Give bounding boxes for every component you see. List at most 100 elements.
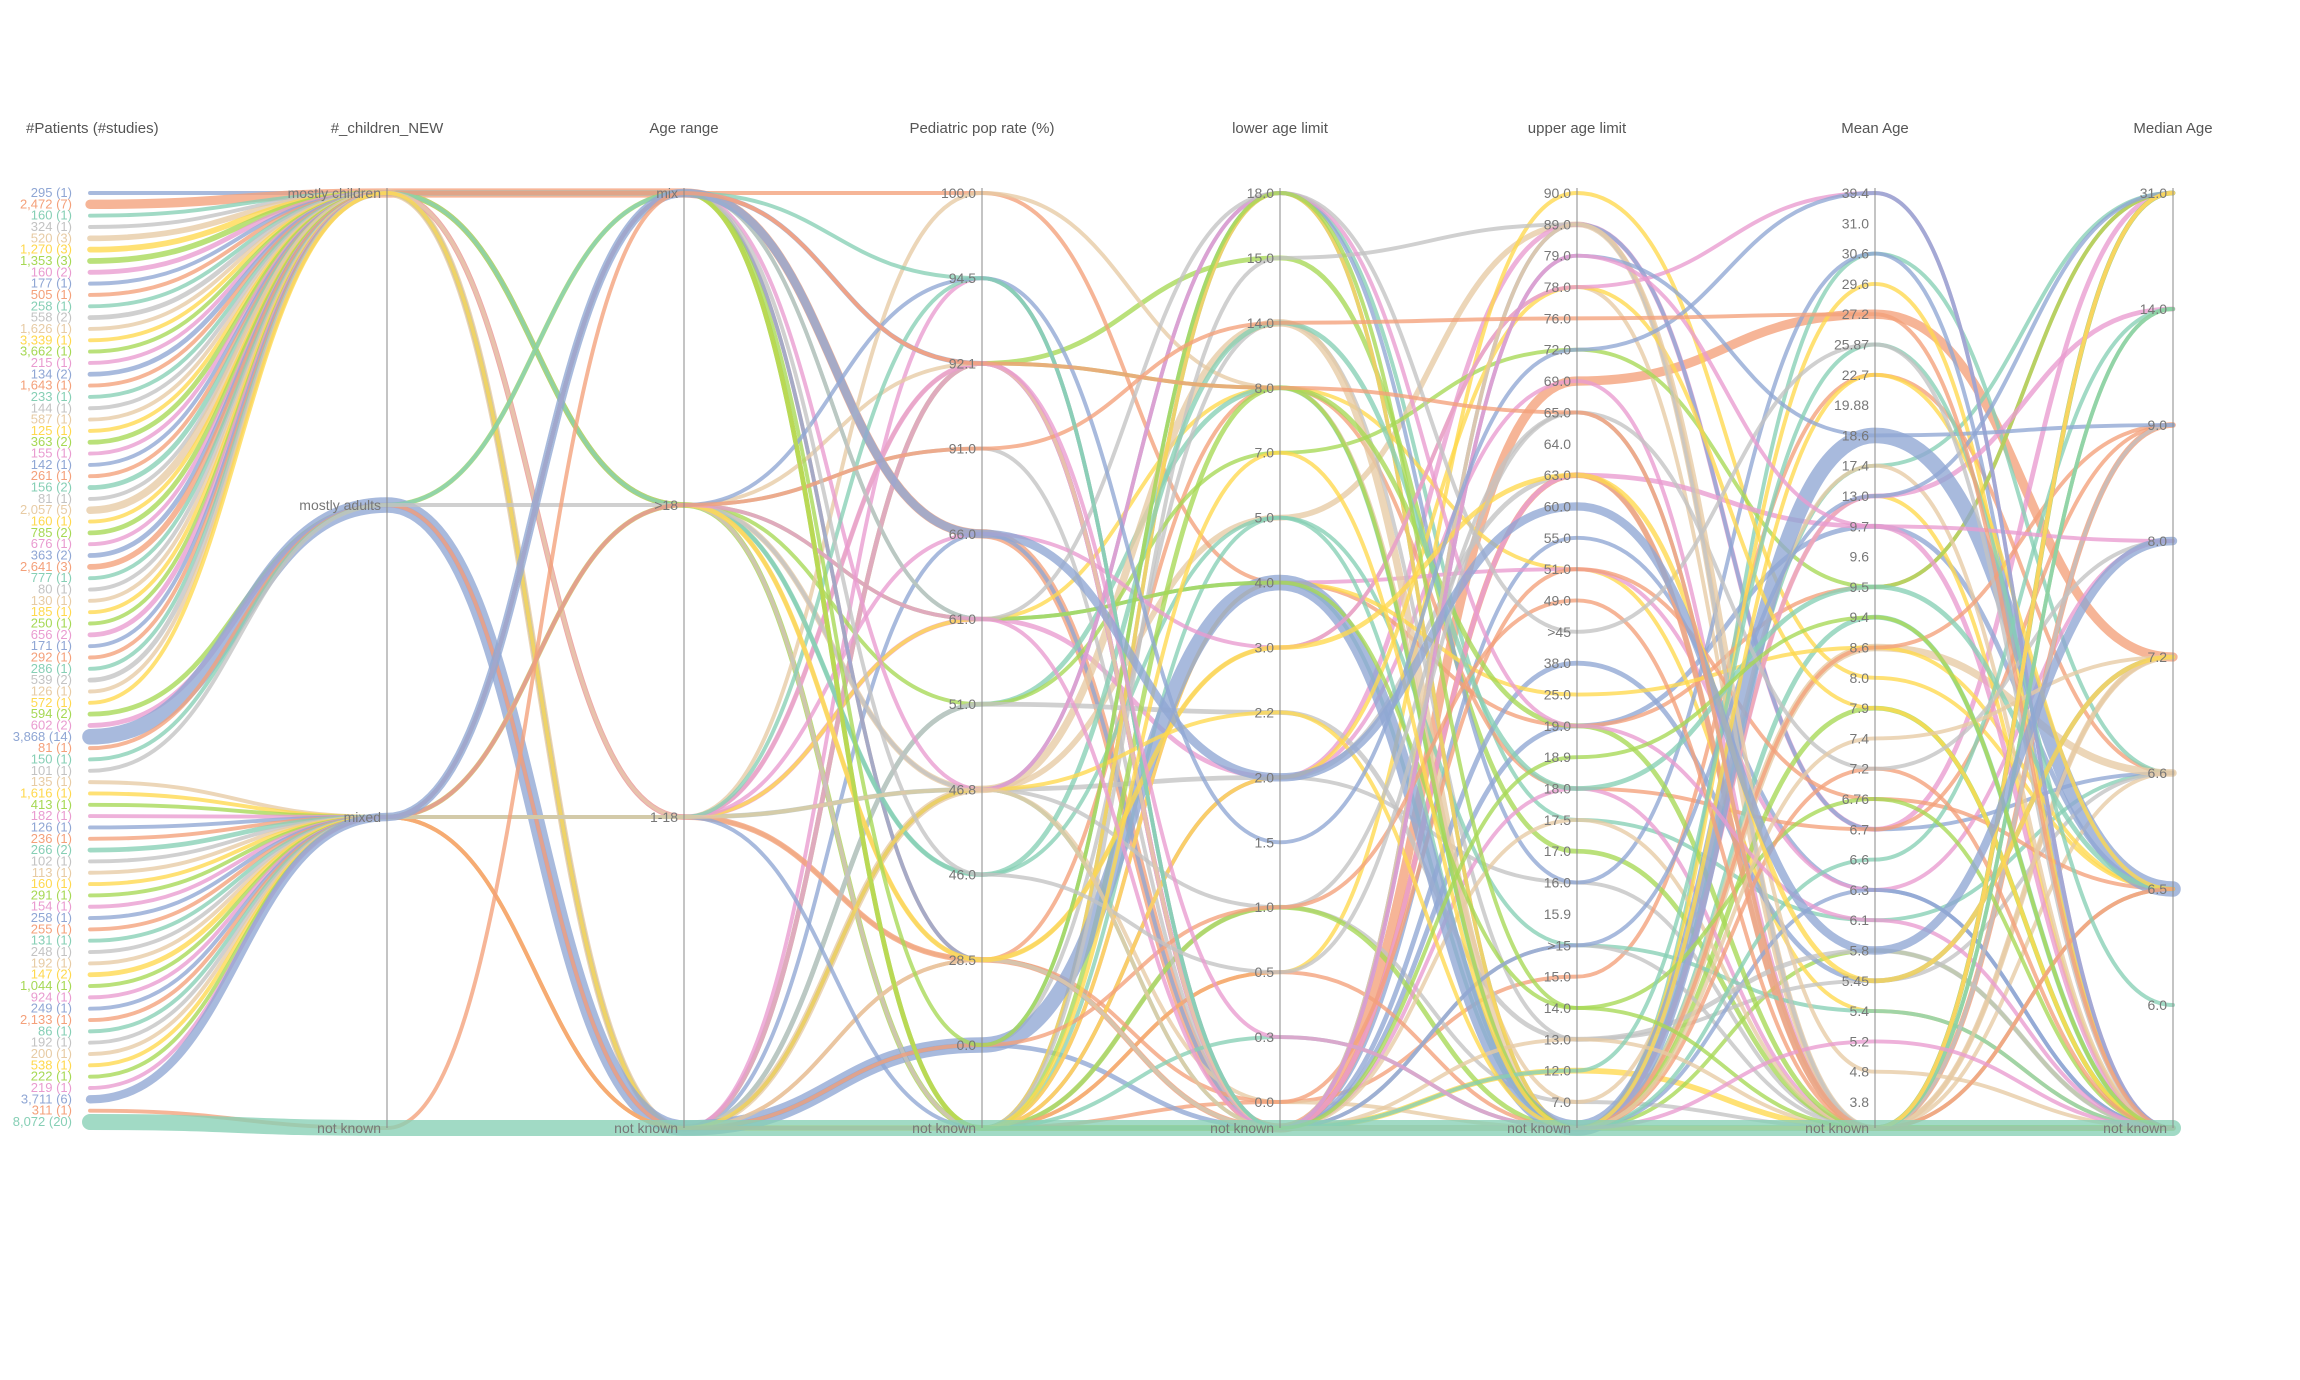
- tick-label-6-not-known-31: not known: [1805, 1120, 1869, 1136]
- tick-label-0-144-1-19: 144 (1): [31, 400, 72, 415]
- tick-label-4-14-0-2: 14.0: [1247, 315, 1274, 331]
- tick-label-0-1-270-3-5: 1,270 (3): [20, 242, 72, 257]
- tick-label-3-66-0-4: 66.0: [949, 526, 976, 542]
- tick-label-0-250-1-38: 250 (1): [31, 616, 72, 631]
- tick-label-5-17-0-21: 17.0: [1544, 843, 1571, 859]
- tick-label-0-192-1-68: 192 (1): [31, 955, 72, 970]
- tick-label-0-248-1-67: 248 (1): [31, 944, 72, 959]
- tick-label-0-142-1-24: 142 (1): [31, 457, 72, 472]
- tick-label-4-2-0-9: 2.0: [1255, 769, 1275, 785]
- tick-label-0-125-1-21: 125 (1): [31, 423, 72, 438]
- tick-label-5-90-0-0: 90.0: [1544, 185, 1571, 201]
- tick-label-5-72-0-5: 72.0: [1544, 342, 1571, 358]
- tick-label-6-5-45-26: 5.45: [1842, 973, 1869, 989]
- tick-label-0-363-2-22: 363 (2): [31, 434, 72, 449]
- tick-label-0-150-1-50: 150 (1): [31, 751, 72, 766]
- tick-label-0-233-1-18: 233 (1): [31, 389, 72, 404]
- tick-label-0-185-1-37: 185 (1): [31, 604, 72, 619]
- tick-label-5-60-0-10: 60.0: [1544, 498, 1571, 514]
- tick-label-0-413-1-54: 413 (1): [31, 797, 72, 812]
- tick-label-0-258-1-10: 258 (1): [31, 298, 72, 313]
- tick-label-7-8-0-3: 8.0: [2148, 533, 2168, 549]
- ribbon-81: [88, 191, 2175, 1130]
- tick-label-6-5-8-25: 5.8: [1850, 943, 1870, 959]
- tick-label-0-215-1-15: 215 (1): [31, 355, 72, 370]
- ribbon-layer: [82, 188, 2181, 1137]
- tick-label-0-3-868-14-48: 3,868 (14): [13, 729, 72, 744]
- tick-label-5-65-0-7: 65.0: [1544, 404, 1571, 420]
- tick-label-0-602-2-47: 602 (2): [31, 717, 72, 732]
- axis-title-lower-age-limit: lower age limit: [1232, 120, 1329, 137]
- tick-label-0-101-1-51: 101 (1): [31, 763, 72, 778]
- tick-label-0-154-1-63: 154 (1): [31, 899, 72, 914]
- tick-label-0-1-353-3-6: 1,353 (3): [20, 253, 72, 268]
- tick-label-5-49-0-13: 49.0: [1544, 592, 1571, 608]
- tick-label-5-15-9-23: 15.9: [1544, 906, 1571, 922]
- tick-label-5-76-0-4: 76.0: [1544, 310, 1571, 326]
- tick-label-5-14-0-26: 14.0: [1544, 1000, 1571, 1016]
- tick-label-5-69-0-6: 69.0: [1544, 373, 1571, 389]
- tick-label-1-mixed-2: mixed: [344, 809, 381, 825]
- tick-label-5-89-0-1: 89.0: [1544, 216, 1571, 232]
- tick-label-6-17-4-9: 17.4: [1842, 458, 1869, 474]
- tick-label-0-130-1-36: 130 (1): [31, 593, 72, 608]
- tick-label-7-6-5-6: 6.5: [2148, 881, 2168, 897]
- tick-label-0-156-2-26: 156 (2): [31, 480, 72, 495]
- tick-label-6-9-5-13: 9.5: [1850, 579, 1870, 595]
- tick-label-4-0-0-14: 0.0: [1255, 1094, 1275, 1110]
- tick-label-6-19-88-7: 19.88: [1834, 397, 1869, 413]
- tick-label-4-15-0-1: 15.0: [1247, 250, 1274, 266]
- tick-label-7-7-2-4: 7.2: [2148, 649, 2168, 665]
- tick-label-0-192-1-75: 192 (1): [31, 1035, 72, 1050]
- tick-label-3-51-0-6: 51.0: [949, 696, 976, 712]
- tick-label-6-7-2-19: 7.2: [1850, 761, 1870, 777]
- tick-label-0-131-1-66: 131 (1): [31, 933, 72, 948]
- tick-label-6-31-0-1: 31.0: [1842, 215, 1869, 231]
- tick-label-4-4-0-6: 4.0: [1255, 575, 1275, 591]
- tick-label-5-12-0-28: 12.0: [1544, 1063, 1571, 1079]
- tick-label-0-295-1-0: 295 (1): [31, 185, 72, 200]
- tick-label-0-572-1-45: 572 (1): [31, 695, 72, 710]
- tick-label-0-594-2-46: 594 (2): [31, 706, 72, 721]
- tick-label-0-171-1-40: 171 (1): [31, 638, 72, 653]
- tick-label-6-8-0-16: 8.0: [1850, 670, 1870, 686]
- tick-label-0-324-1-3: 324 (1): [31, 219, 72, 234]
- tick-label-0-255-1-65: 255 (1): [31, 921, 72, 936]
- ribbon-82: [82, 1114, 2181, 1137]
- tick-label-0-676-1-31: 676 (1): [31, 536, 72, 551]
- tick-label-6-9-4-14: 9.4: [1850, 609, 1870, 625]
- tick-label-0-249-1-72: 249 (1): [31, 1001, 72, 1016]
- tick-label-6-30-6-2: 30.6: [1842, 246, 1869, 262]
- axis-title-patients-studies: #Patients (#studies): [26, 120, 159, 137]
- axis-title-median-age: Median Age: [2133, 120, 2212, 137]
- tick-label-3-not-known-11: not known: [912, 1120, 976, 1136]
- tick-label-6-5-2-28: 5.2: [1850, 1033, 1870, 1049]
- tick-label-5-13-0-27: 13.0: [1544, 1031, 1571, 1047]
- tick-label-7-31-0-0: 31.0: [2140, 185, 2167, 201]
- tick-label-5-64-0-8: 64.0: [1544, 436, 1571, 452]
- tick-label-0-777-1-34: 777 (1): [31, 570, 72, 585]
- tick-label-0-924-1-71: 924 (1): [31, 989, 72, 1004]
- tick-label-5-15-0-25: 15.0: [1544, 969, 1571, 985]
- tick-label-0-2-133-1-73: 2,133 (1): [20, 1012, 72, 1027]
- tick-label-4-not-known-15: not known: [1210, 1120, 1274, 1136]
- tick-label-1-mostly-adults-1: mostly adults: [299, 497, 381, 513]
- ribbon-38: [88, 191, 2175, 707]
- tick-label-4-2-2-8: 2.2: [1255, 704, 1275, 720]
- tick-label-7-6-0-7: 6.0: [2148, 997, 2168, 1013]
- ribbon-80: [85, 188, 2178, 1104]
- tick-label-0-134-2-16: 134 (2): [31, 366, 72, 381]
- tick-label-5-55-0-11: 55.0: [1544, 530, 1571, 546]
- tick-label-0-135-1-52: 135 (1): [31, 774, 72, 789]
- tick-label-0-155-1-23: 155 (1): [31, 446, 72, 461]
- tick-label-0-2-057-5-28: 2,057 (5): [20, 502, 72, 517]
- tick-label-1-mostly-children-0: mostly children: [288, 185, 381, 201]
- tick-label-5-63-0-9: 63.0: [1544, 467, 1571, 483]
- tick-label-5-7-0-29: 7.0: [1552, 1094, 1572, 1110]
- tick-label-0-3-711-6-80: 3,711 (6): [21, 1091, 72, 1106]
- tick-label-0-311-1-81: 311 (1): [32, 1103, 72, 1118]
- axis-title-pediatric-pop-rate: Pediatric pop rate (%): [909, 120, 1054, 137]
- tick-label-4-7-0-4: 7.0: [1255, 445, 1275, 461]
- tick-label-0-363-2-32: 363 (2): [31, 548, 72, 563]
- tick-label-6-13-0-10: 13.0: [1842, 488, 1869, 504]
